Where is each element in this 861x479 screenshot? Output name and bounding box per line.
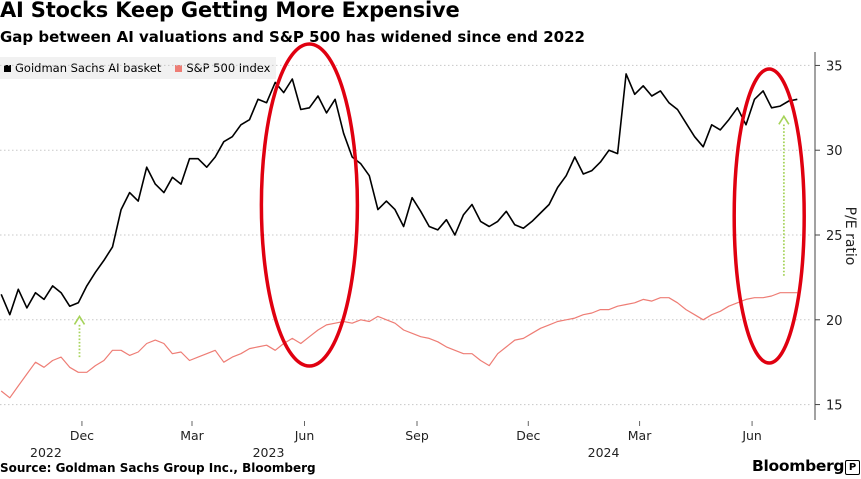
gap-arrow-2022-head — [73, 314, 86, 325]
y-tick-label-15: 15 — [826, 399, 843, 414]
legend-swatch-ai-basket — [4, 64, 11, 72]
bloomberg-logo: Bloomberg — [752, 457, 845, 475]
x-tick-label-sep-3: Sep — [405, 428, 429, 443]
legend-swatch-sp500 — [175, 64, 183, 72]
y-axis-title: P/E ratio — [842, 207, 858, 266]
y-tick-label-35: 35 — [826, 59, 843, 74]
legend-item-sp500: S&P 500 Index — [175, 61, 270, 75]
y-tick-label-30: 30 — [826, 144, 843, 159]
y-tick-label-20: 20 — [826, 314, 843, 329]
chart-legend: Goldman Sachs AI basket S&P 500 Index — [0, 57, 277, 79]
legend-label-sp500: S&P 500 Index — [186, 61, 271, 75]
x-year-label-2023: 2023 — [253, 445, 285, 460]
x-tick-label-mar-5: Mar — [628, 428, 652, 443]
y-tick-label-25: 25 — [826, 229, 843, 244]
legend-label-ai-basket: Goldman Sachs AI basket — [15, 61, 162, 75]
legend-item-ai-basket: Goldman Sachs AI basket — [4, 61, 161, 75]
chart-title: AI Stocks Keep Getting More Expensive — [0, 0, 460, 22]
sp500-line — [0, 292, 798, 399]
highlight-ellipse-2023 — [259, 42, 360, 368]
x-year-label-2022: 2022 — [30, 445, 62, 460]
highlight-ellipse-2024 — [732, 67, 806, 365]
gap-arrow-2024-head — [778, 114, 790, 125]
ai-basket-line — [0, 73, 798, 316]
x-tick-label-dec-0: Dec — [70, 428, 94, 443]
x-tick-label-dec-4: Dec — [516, 428, 540, 443]
bloomberg-badge-icon: P — [845, 460, 860, 475]
x-tick-label-jun-2: Jun — [294, 428, 315, 443]
source-note: Source: Goldman Sachs Group Inc., Bloomb… — [0, 461, 316, 475]
x-tick-label-jun-6: Jun — [741, 428, 762, 443]
chart-subtitle: Gap between AI valuations and S&P 500 ha… — [0, 28, 585, 46]
x-tick-label-mar-1: Mar — [180, 428, 204, 443]
x-year-label-2024: 2024 — [588, 445, 620, 460]
